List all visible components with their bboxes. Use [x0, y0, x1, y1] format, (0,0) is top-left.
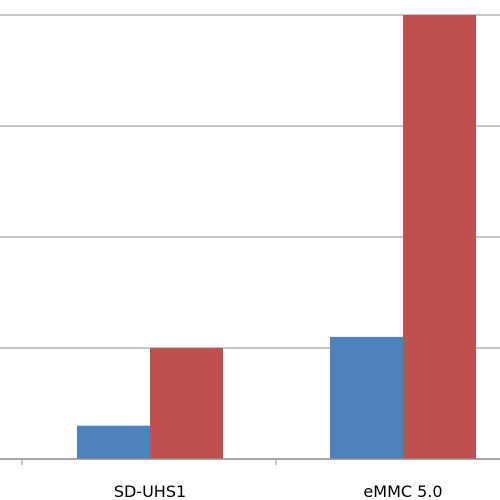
bars: [77, 15, 476, 459]
bar-2-2: [403, 15, 476, 459]
x-axis: [0, 458, 500, 465]
x-tick-label-2: eMMC 5.0: [363, 482, 442, 500]
bar-1-2: [330, 336, 403, 459]
bar-1-1: [77, 425, 150, 459]
x-tick-labels: SD-UHS1 eMMC 5.0: [114, 482, 443, 500]
x-tick-label-1: SD-UHS1: [114, 482, 186, 500]
bar-2-1: [150, 348, 223, 459]
